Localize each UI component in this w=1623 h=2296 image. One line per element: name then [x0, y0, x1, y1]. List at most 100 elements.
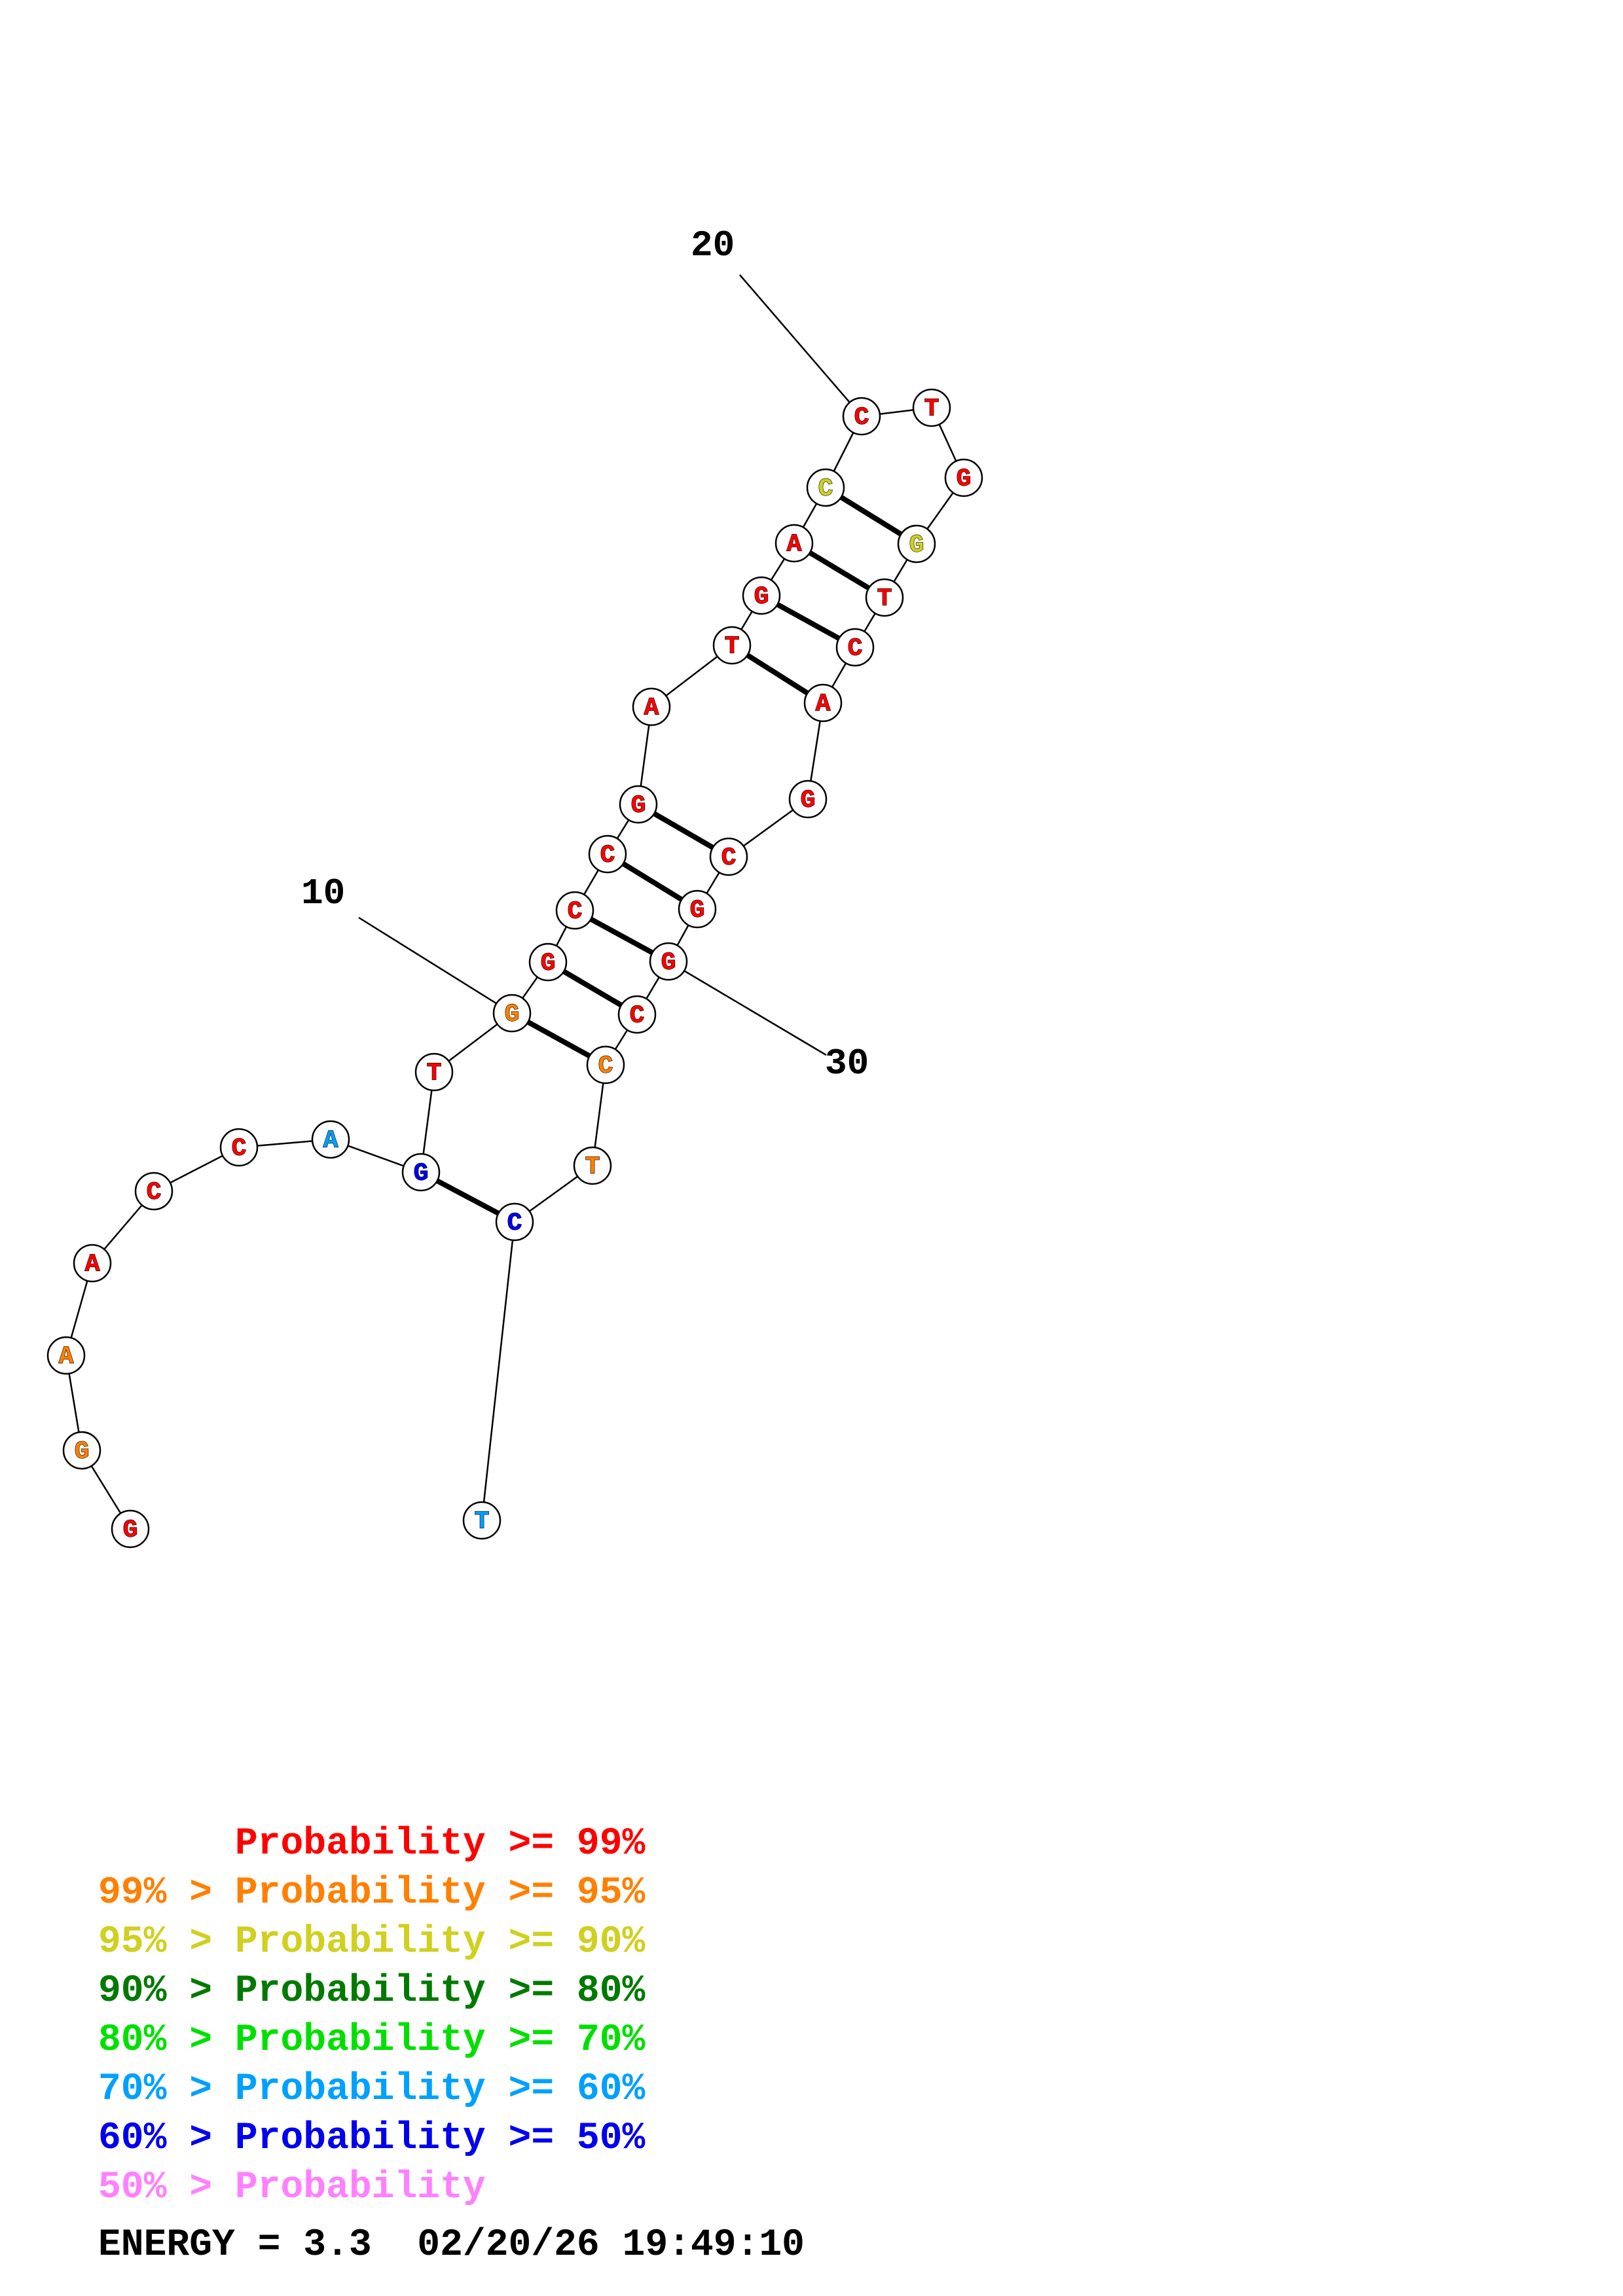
- nucleotide-base: T: [877, 585, 892, 613]
- nucleotide-base: G: [909, 531, 924, 560]
- nucleotide-base: C: [232, 1135, 247, 1163]
- nucleotide-base: G: [123, 1516, 138, 1545]
- nucleotide-circle: [619, 785, 658, 824]
- nucleotide-circle: [742, 576, 781, 615]
- nucleotide-circle: [803, 683, 843, 723]
- nucleotide-base: G: [801, 787, 816, 815]
- legend-label: Probability >= 50%: [234, 2117, 646, 2160]
- position-label: 20: [691, 224, 735, 266]
- nucleotide-base: G: [505, 1001, 520, 1029]
- nucleotide: G: [401, 1153, 441, 1192]
- nucleotide-circle: [414, 1052, 454, 1092]
- nucleotide: G: [619, 785, 658, 824]
- nucleotide-circle: [401, 1153, 441, 1192]
- nucleotide-base: C: [598, 1052, 613, 1081]
- nucleotide: C: [835, 628, 875, 667]
- nucleotide-circle: [842, 397, 881, 436]
- legend-row: 90% > Probability >= 80%: [98, 1967, 805, 2016]
- nucleotide: A: [632, 687, 671, 726]
- nucleotide-circle: [788, 780, 828, 819]
- legend-prefix: 95% >: [98, 1921, 235, 1964]
- nucleotide: G: [678, 889, 717, 929]
- nucleotide-base: C: [507, 1210, 522, 1238]
- position-labels: 10 20 30: [301, 224, 869, 1085]
- nucleotide: T: [712, 626, 752, 665]
- nucleotide: G: [742, 576, 781, 615]
- legend-label: Probability >= 70%: [234, 2019, 646, 2062]
- nucleotide-circle: [678, 889, 717, 929]
- legend-prefix: [98, 1823, 235, 1865]
- nucleotide-base: G: [690, 897, 705, 925]
- nucleotide-circle: [311, 1120, 350, 1159]
- nucleotide-base: A: [59, 1343, 74, 1371]
- nucleotide-base: C: [600, 842, 615, 870]
- nucleotide-circle: [73, 1244, 112, 1283]
- nucleotide: G: [111, 1509, 150, 1549]
- nucleotide-base: T: [475, 1508, 490, 1536]
- nucleotide: T: [865, 578, 904, 617]
- nucleotide: C: [134, 1172, 173, 1211]
- nucleotide: A: [775, 524, 814, 563]
- legend-label: Probability >= 99%: [234, 1823, 646, 1865]
- nucleotide-base: A: [323, 1127, 338, 1155]
- nucleotide-circle: [617, 995, 657, 1034]
- nucleotide-base: A: [644, 694, 659, 723]
- nucleotide: C: [842, 397, 881, 436]
- nucleotide-circle: [865, 578, 904, 617]
- nucleotide: C: [709, 837, 748, 876]
- nucleotide: A: [46, 1336, 86, 1375]
- legend-prefix: 90% >: [98, 1970, 235, 2013]
- nucleotide-base: T: [585, 1153, 600, 1181]
- nucleotide-base: T: [427, 1060, 442, 1088]
- legend-row: 60% > Probability >= 50%: [98, 2114, 805, 2163]
- legend-label: Probability >= 80%: [234, 1970, 646, 2013]
- nucleotide: A: [803, 683, 843, 723]
- nucleotide-base: T: [725, 633, 740, 661]
- nucleotide: C: [586, 1045, 625, 1085]
- nucleotide-base: C: [630, 1002, 645, 1030]
- nucleotide: T: [573, 1146, 612, 1185]
- nucleotide-circle: [586, 1045, 625, 1085]
- nucleotide-base: G: [631, 792, 646, 820]
- nucleotide: A: [73, 1244, 112, 1283]
- legend-label: Probability >= 90%: [234, 1921, 646, 1964]
- nucleotide-base: C: [818, 475, 833, 503]
- nucleotide-base: G: [957, 465, 972, 493]
- legend-prefix: 60% >: [98, 2117, 235, 2160]
- nucleotide-circle: [219, 1128, 259, 1167]
- nucleotide: C: [495, 1202, 534, 1242]
- legend-row: Probability >= 99%: [98, 1820, 805, 1869]
- position-label-leader: [358, 916, 513, 1014]
- nucleotide-base: G: [661, 949, 676, 977]
- nucleotide-base: G: [754, 583, 769, 611]
- nucleotide: G: [62, 1431, 101, 1470]
- nucleotide-circle: [806, 468, 845, 507]
- base-pair-bonds: [420, 485, 919, 1225]
- nucleotide-circle: [111, 1509, 150, 1549]
- nucleotide-circle: [649, 942, 688, 981]
- nucleotide: G: [528, 942, 568, 982]
- nucleotide: G: [897, 524, 936, 564]
- nucleotide-circle: [573, 1146, 612, 1185]
- nucleotide: G: [788, 780, 828, 819]
- legend-prefix: 99% >: [98, 1872, 235, 1914]
- legend-label: Probability >= 60%: [234, 2068, 646, 2111]
- nucleotide-circle: [712, 626, 752, 665]
- nucleotide: G: [492, 994, 532, 1033]
- nucleotide-circle: [632, 687, 671, 726]
- nucleotide-circle: [134, 1172, 173, 1211]
- position-label-leader: [739, 274, 862, 417]
- nucleotide-circle: [462, 1501, 501, 1540]
- nucleotide: G: [944, 458, 983, 497]
- nucleotide-base: G: [541, 950, 556, 978]
- nucleotide: A: [311, 1120, 350, 1159]
- nucleotide-base: C: [568, 898, 583, 926]
- legend-prefix: 70% >: [98, 2068, 235, 2111]
- nucleotide-base: T: [924, 395, 939, 423]
- nucleotide-circle: [528, 942, 568, 982]
- position-label: 10: [301, 872, 345, 914]
- legend-label: Probability >= 95%: [234, 1872, 646, 1914]
- nucleotide: T: [912, 388, 951, 427]
- position-label-leader: [668, 960, 827, 1056]
